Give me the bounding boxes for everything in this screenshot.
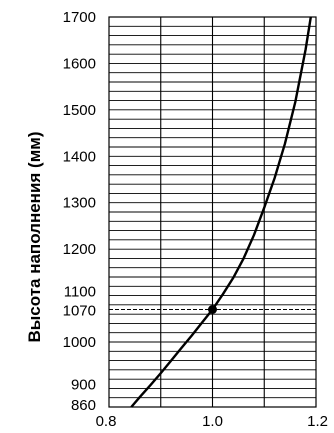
y-tick-label: 1700 bbox=[63, 9, 96, 26]
x-tick-label: 1.0 bbox=[202, 413, 223, 430]
y-tick-label: 860 bbox=[71, 397, 96, 414]
y-tick-label: 1100 bbox=[64, 284, 96, 301]
y-tick-label: 1600 bbox=[63, 55, 96, 72]
x-tick-labels: 0.8 1.0 1.2 bbox=[96, 413, 328, 430]
y-tick-label: 1300 bbox=[63, 195, 96, 212]
series-group bbox=[130, 16, 312, 408]
plot-frame bbox=[108, 16, 317, 408]
marker-group bbox=[208, 305, 217, 314]
x-tick-label: 1.2 bbox=[307, 413, 328, 430]
y-tick-labels: 860 900 1000 1070 1100 1200 1300 1400 1500 1600 17… bbox=[63, 9, 96, 414]
y-tick-label: 1400 bbox=[63, 148, 96, 165]
grid bbox=[109, 17, 316, 407]
y-tick-label: 900 bbox=[71, 376, 96, 393]
y-axis-label: Высота наполнения (мм) bbox=[25, 131, 44, 342]
x-tick-label: 0.8 bbox=[96, 413, 117, 430]
y-tick-label: 1500 bbox=[63, 102, 96, 119]
y-tick-label: 1200 bbox=[63, 241, 96, 258]
series-line bbox=[130, 16, 312, 408]
y-tick-label: 1000 bbox=[63, 334, 96, 351]
y-tick-label: 1070 bbox=[63, 303, 96, 320]
marker-point bbox=[208, 305, 217, 314]
